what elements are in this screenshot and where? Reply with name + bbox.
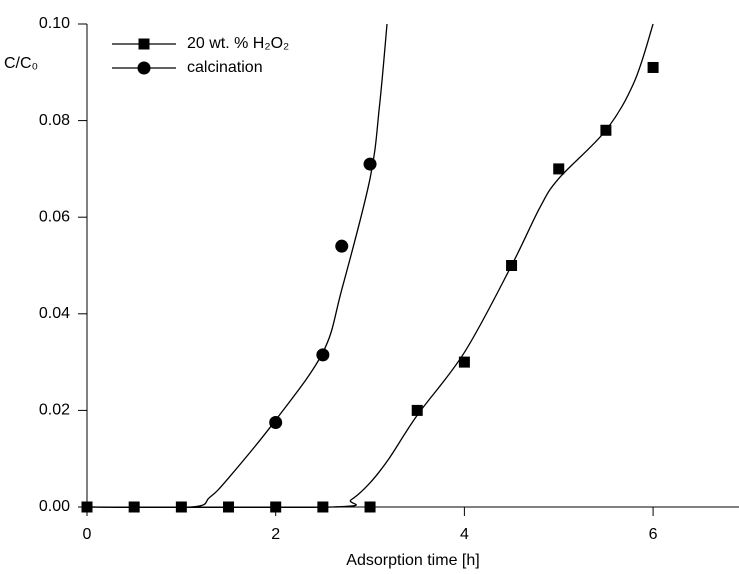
data-point [270,501,282,513]
data-point [317,501,329,513]
data-point [364,501,376,513]
x-tick-label: 0 [83,526,92,543]
legend-marker [138,38,150,50]
x-axis-label: Adsorption time [h] [346,552,479,569]
y-tick-label: 0.08 [39,112,70,129]
legend-marker [137,61,151,75]
data-point [363,157,377,171]
y-tick-label: 0.06 [39,208,70,225]
data-point [553,163,565,175]
data-point [316,348,330,362]
data-point [269,415,283,429]
fit-curve [87,23,654,508]
data-point [223,501,235,513]
y-tick-label: 0.02 [39,402,70,419]
x-tick-label: 2 [271,526,280,543]
x-tick-label: 4 [460,526,469,543]
data-point [600,124,612,136]
data-point [506,260,518,271]
y-axis-label: C/C₀ [4,55,38,72]
legend-label: calcination [187,59,263,76]
legend-label: 20 wt. % H₂O₂ [187,35,289,52]
data-point [647,61,659,73]
y-tick-label: 0.00 [39,498,70,515]
fit-curve [87,23,388,508]
data-point [458,356,470,368]
y-tick-label: 0.04 [39,305,70,322]
data-point [411,404,423,416]
data-point [335,239,349,253]
x-tick-label: 6 [649,526,658,543]
y-tick-label: 0.10 [39,15,70,32]
